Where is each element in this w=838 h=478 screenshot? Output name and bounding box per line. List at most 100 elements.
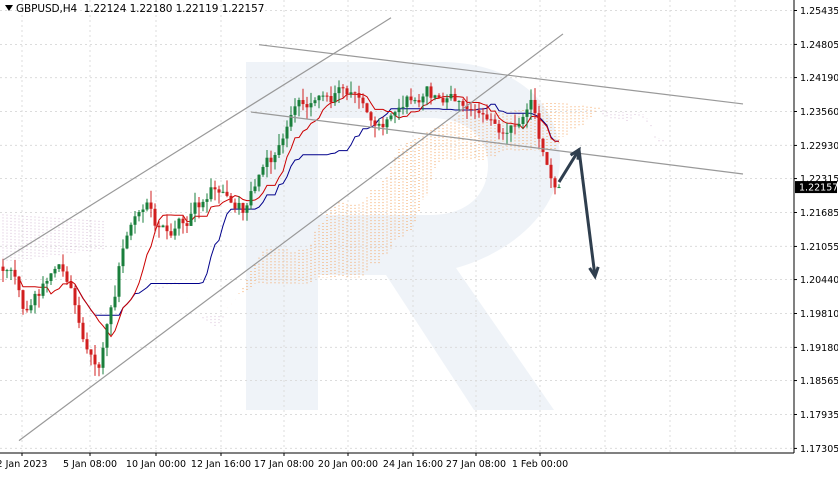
- y-tick-label: 1.24805: [800, 40, 838, 51]
- indicator-lines: [18, 93, 559, 338]
- candle-body: [41, 283, 45, 296]
- candle-body: [169, 231, 173, 236]
- candle-body: [457, 101, 461, 103]
- candle-body: [337, 87, 341, 94]
- candle-body: [5, 270, 9, 272]
- candle-body: [253, 186, 257, 192]
- candle-body: [97, 364, 101, 368]
- channel-line-ascending: [18, 33, 564, 442]
- candle-body: [285, 126, 289, 139]
- x-tick-label: 2 Jan 2023: [0, 459, 47, 470]
- candle-body: [213, 187, 217, 190]
- candle-body: [329, 95, 333, 103]
- candle-body: [65, 271, 69, 282]
- forecast-path: [557, 148, 597, 277]
- y-tick-label: 1.19810: [800, 309, 838, 320]
- channel-line-descending-upper: [258, 44, 744, 105]
- candle-body: [61, 264, 65, 272]
- candle-body: [217, 189, 221, 193]
- candle-body: [157, 225, 161, 228]
- candle-body: [541, 138, 545, 153]
- price-tag-box: [795, 181, 837, 194]
- candle-body: [249, 191, 253, 206]
- candle-body: [421, 96, 425, 103]
- candle-body: [33, 293, 37, 306]
- candle-body: [537, 113, 541, 139]
- candle-body: [45, 280, 49, 284]
- candle-body: [13, 269, 17, 277]
- candle-body: [469, 108, 473, 110]
- candle-body: [237, 202, 241, 209]
- candle-body: [545, 152, 549, 165]
- trend-channels: [2, 17, 744, 442]
- candle-body: [321, 95, 325, 97]
- candle-body: [397, 107, 401, 113]
- candle-body: [53, 268, 57, 274]
- candle-body: [533, 99, 537, 114]
- symbol-label: GBPUSD,H4: [16, 3, 78, 15]
- candle-body: [85, 339, 89, 350]
- candle-body: [261, 166, 265, 175]
- candle-body: [353, 92, 357, 94]
- y-tick-label: 1.24190: [800, 73, 838, 84]
- candle-body: [373, 120, 377, 126]
- grid-lines: [0, 0, 794, 453]
- candle-body: [553, 178, 557, 188]
- y-tick-label: 1.21055: [800, 242, 838, 253]
- candle-body: [177, 218, 181, 229]
- x-tick-label: 12 Jan 16:00: [191, 459, 251, 470]
- candle-body: [29, 305, 33, 311]
- y-tick-label: 1.23560: [800, 107, 838, 118]
- ohlc-high: 1.22180: [129, 3, 173, 15]
- candle-body: [425, 86, 429, 97]
- x-tick-label: 17 Jan 08:00: [254, 459, 314, 470]
- candle-body: [393, 112, 397, 116]
- candle-body: [125, 235, 129, 249]
- arrow-head: [569, 146, 581, 160]
- candle-body: [409, 96, 413, 101]
- candle-body: [117, 266, 121, 297]
- candle-body: [145, 202, 149, 210]
- price-tag-label: 1.22157: [799, 183, 838, 194]
- forecast-arrow: [557, 146, 600, 280]
- candle-body: [209, 187, 213, 200]
- candle-body: [165, 225, 169, 232]
- candle-body: [37, 293, 41, 296]
- candle-body: [269, 157, 273, 163]
- candle-body: [229, 195, 233, 203]
- candle-body: [101, 347, 105, 368]
- y-tick-label: 1.19180: [800, 343, 838, 354]
- ohlc-low: 1.22119: [175, 3, 219, 15]
- ohlc-close: 1.22157: [221, 3, 265, 15]
- y-tick-label: 1.21685: [800, 208, 838, 219]
- candle-body: [381, 123, 385, 128]
- x-tick-label: 1 Feb 00:00: [512, 459, 568, 470]
- candle-body: [413, 100, 417, 102]
- candle-body: [485, 114, 489, 120]
- candle-body: [453, 93, 457, 102]
- candle-body: [473, 109, 477, 111]
- candle-body: [77, 305, 81, 323]
- candle-body: [265, 157, 269, 167]
- candle-body: [69, 281, 73, 289]
- candle-body: [501, 132, 505, 134]
- y-tick-label: 1.20440: [800, 275, 838, 286]
- candle-body: [301, 100, 305, 105]
- candle-body: [173, 228, 177, 236]
- ichimoku-cloud: [2, 103, 664, 326]
- channel-line-ascending-upper: [2, 17, 392, 261]
- candle-body: [221, 191, 225, 193]
- time-axis: 2 Jan 2023 5 Jan 08:00 10 Jan 00:00 12 Jan …: [0, 453, 568, 470]
- current-price-tag: 1.22157: [795, 181, 838, 194]
- candle-body: [341, 87, 345, 89]
- arrow-head: [588, 266, 600, 280]
- candle-body: [257, 174, 261, 187]
- candle-body: [465, 105, 469, 109]
- candle-body: [277, 145, 281, 156]
- candle-body: [437, 95, 441, 98]
- candle-body: [293, 106, 297, 115]
- x-tick-label: 24 Jan 16:00: [383, 459, 443, 470]
- candle-body: [245, 205, 249, 213]
- candle-body: [105, 324, 109, 348]
